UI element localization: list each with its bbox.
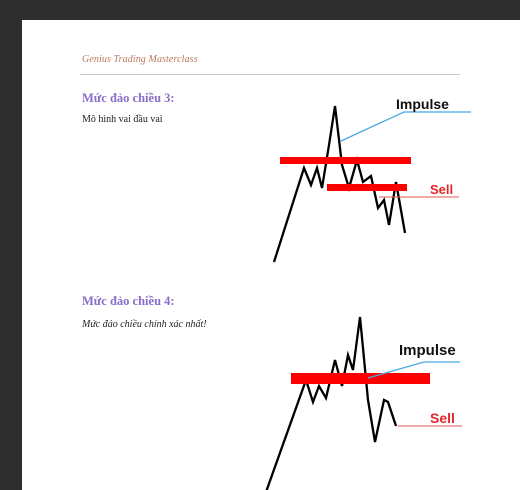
- section-4-heading: Mức đảo chiều 4:: [82, 294, 175, 308]
- section-4-text: Mức đảo chiều chính xác nhất!: [82, 319, 207, 330]
- section-3-heading: Mức đảo chiều 3:: [82, 91, 175, 105]
- resistance-zone-lower: [327, 184, 407, 191]
- impulse-pointer-line: [340, 111, 471, 142]
- impulse-label: Impulse: [396, 96, 449, 112]
- viewer-left-rail: [0, 0, 22, 490]
- document-header-title: Genius Trading Masterclass: [82, 54, 198, 65]
- impulse-label: Impulse: [399, 342, 456, 359]
- resistance-zone-upper: [280, 157, 411, 164]
- sell-label: Sell: [430, 410, 455, 426]
- header-divider: [80, 74, 460, 75]
- section-3-text: Mô hình vai đầu vai: [82, 114, 163, 125]
- price-path: [265, 316, 398, 490]
- head-and-shoulders-diagram: Impulse Sell: [272, 96, 471, 263]
- window-top-bar: [0, 0, 520, 20]
- resistance-zone: [291, 373, 430, 384]
- impulse-pointer-line: [367, 361, 460, 379]
- document-page: Genius Trading Masterclass Mức đảo chiều…: [22, 20, 520, 490]
- precise-reversal-diagram: Impulse Sell: [265, 316, 462, 490]
- sell-label: Sell: [430, 182, 453, 197]
